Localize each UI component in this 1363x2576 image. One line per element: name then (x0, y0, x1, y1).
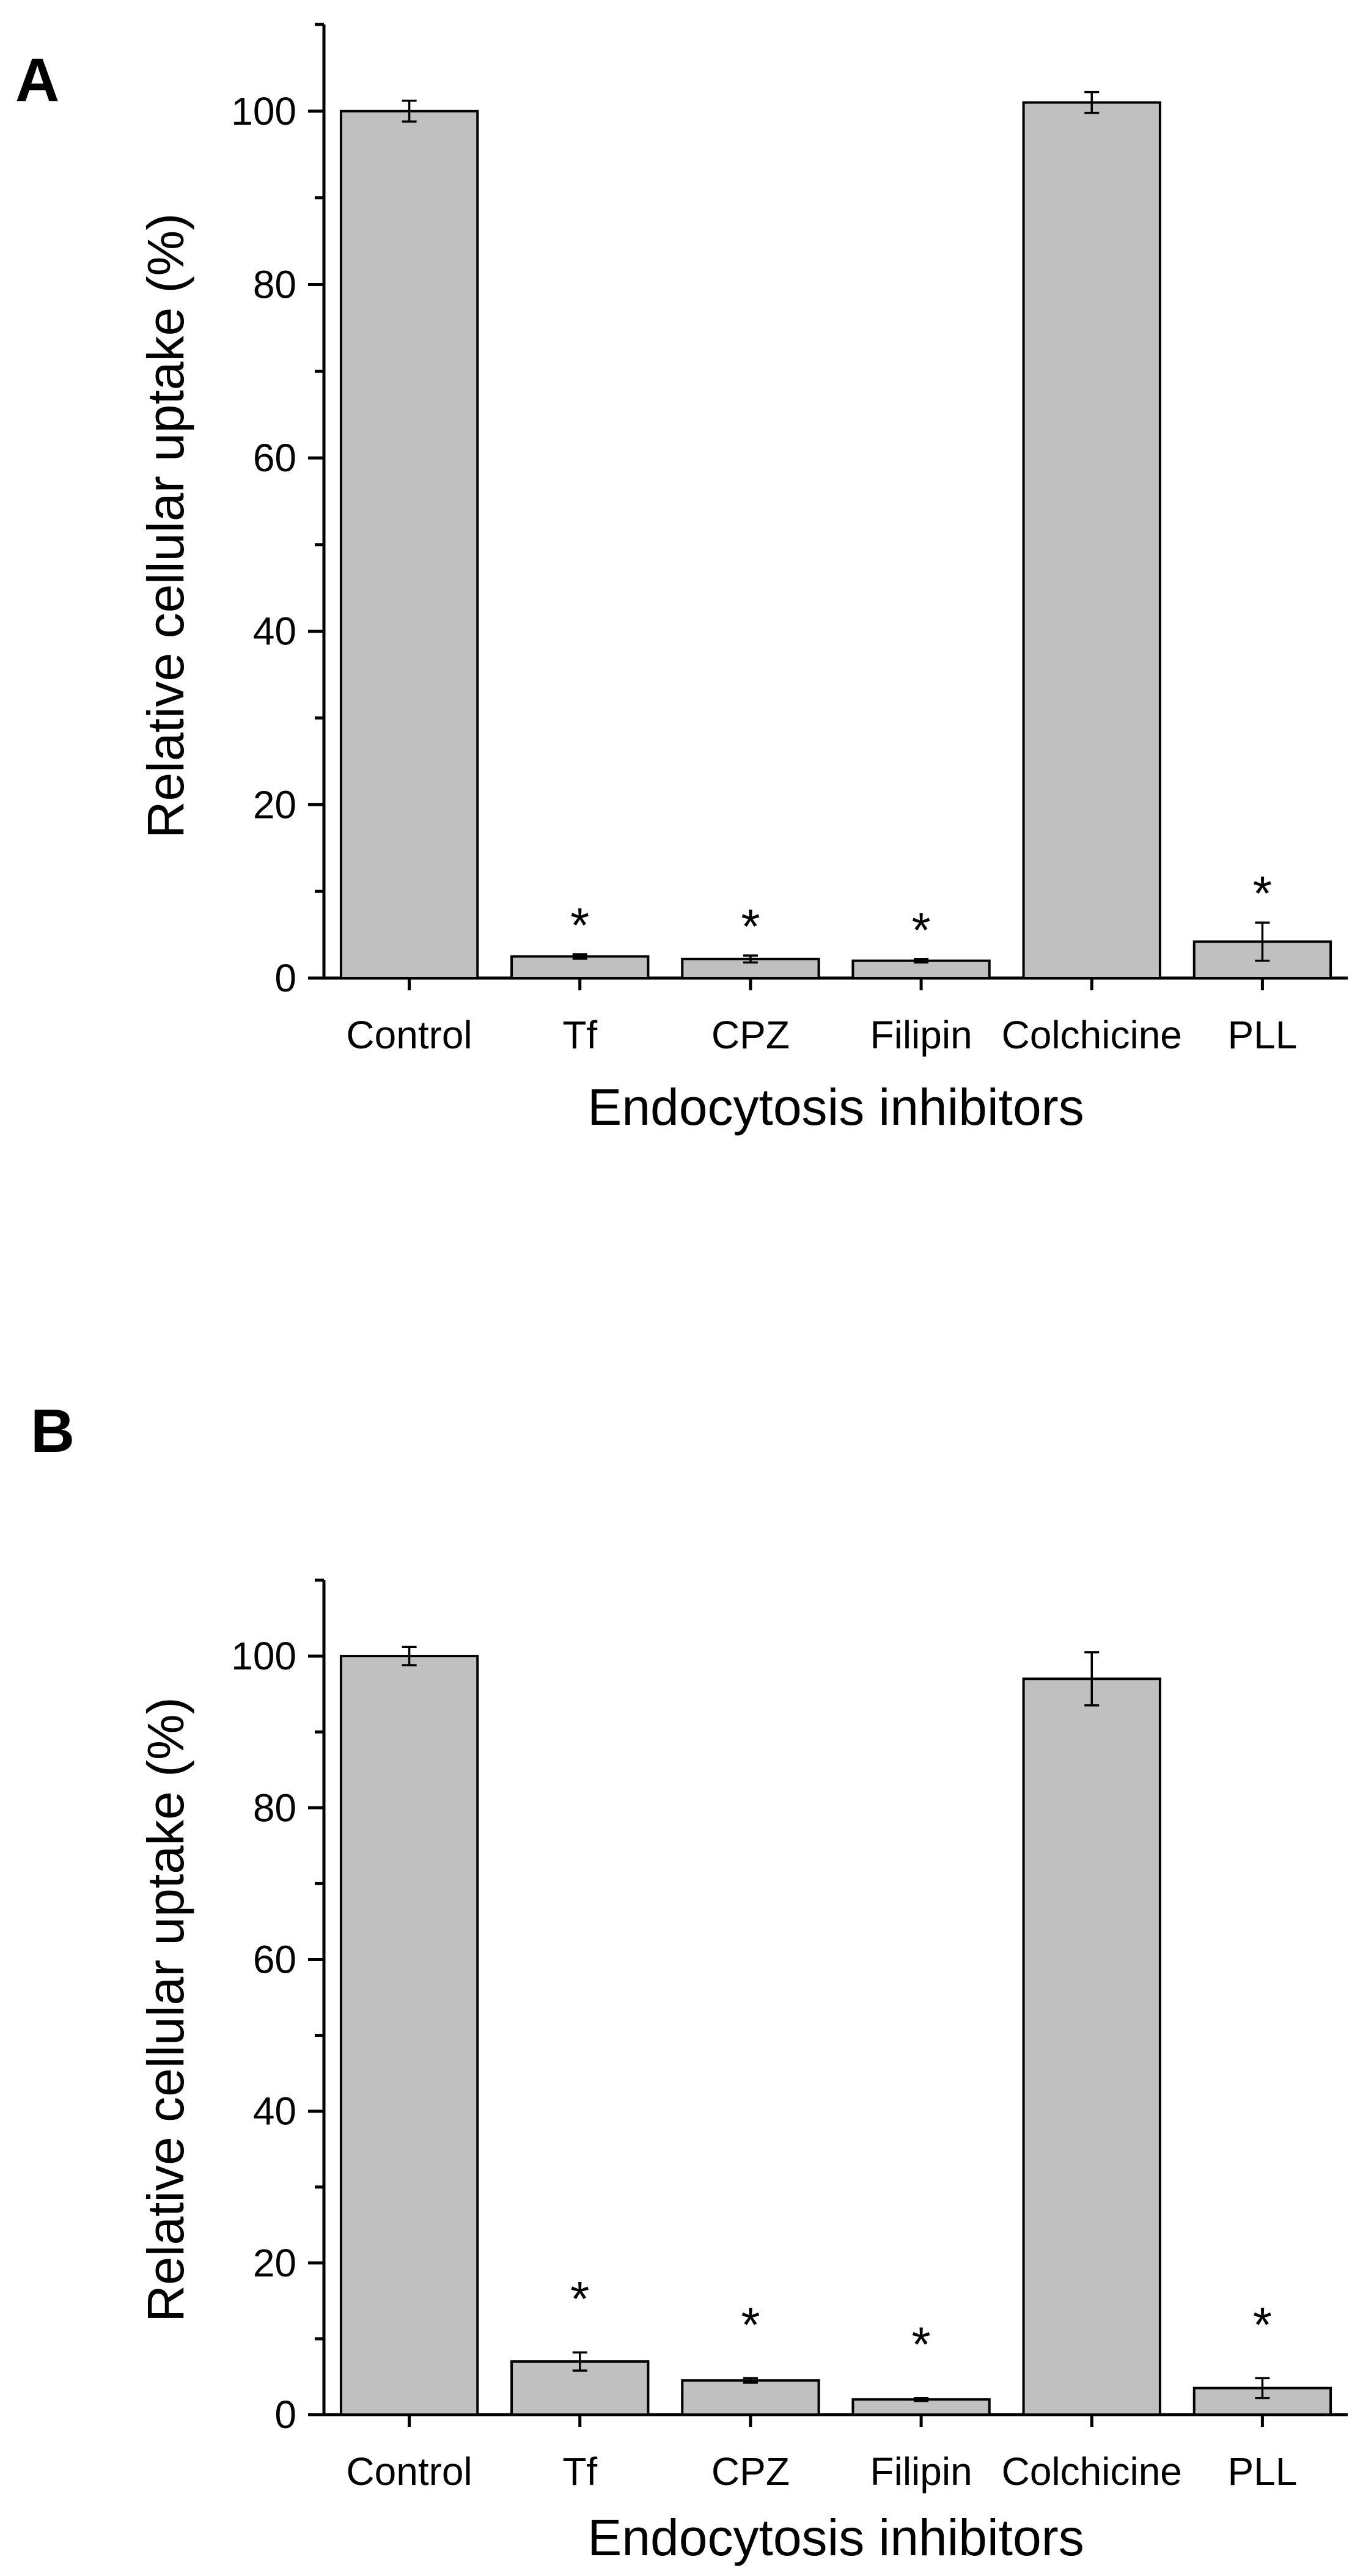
significance-star: * (1253, 866, 1272, 921)
x-tick-label: Control (346, 2449, 472, 2493)
panel-label: A (15, 46, 59, 114)
x-tick-label: Control (346, 1013, 472, 1057)
x-axis-title: Endocytosis inhibitors (587, 1078, 1084, 1136)
y-tick-label: 20 (253, 782, 296, 826)
bar-control (339, 109, 479, 979)
bar-cpz (681, 2379, 820, 2416)
y-tick-label: 60 (253, 436, 296, 480)
x-axis-title: Endocytosis inhibitors (587, 2509, 1084, 2566)
significance-star: * (570, 2272, 589, 2326)
panel-label: B (31, 1397, 75, 1465)
y-tick-label: 80 (253, 262, 296, 306)
x-tick-label: Tf (562, 2449, 597, 2493)
bar-tf (510, 955, 650, 979)
x-tick-label: PLL (1227, 1013, 1297, 1057)
significance-star: * (570, 898, 589, 952)
x-tick-label: Filipin (870, 2449, 972, 2493)
y-tick-label: 40 (253, 2089, 296, 2133)
y-tick-label: 20 (253, 2241, 296, 2285)
x-tick-label: Colchicine (1002, 2449, 1182, 2493)
bar-colchicine (1022, 101, 1161, 980)
y-tick-label: 100 (231, 1634, 296, 1678)
y-tick-label: 40 (253, 609, 296, 653)
significance-star: * (912, 903, 931, 957)
x-tick-label: CPZ (711, 2449, 790, 2493)
bar-filipin (851, 959, 991, 979)
y-axis-title: Relative cellular uptake (%) (137, 1697, 194, 2322)
x-tick-label: Colchicine (1002, 1013, 1182, 1057)
significance-star: * (741, 2297, 760, 2352)
x-tick-label: Filipin (870, 1013, 972, 1057)
y-tick-label: 80 (253, 1786, 296, 1830)
chart-panel-a: A 0 20 40 60 80 100 Control Tf * CPZ * Filipin * Colch… (15, 23, 1348, 1136)
x-tick-label: Tf (562, 1013, 597, 1057)
significance-star: * (1253, 2297, 1272, 2352)
significance-star: * (741, 899, 760, 954)
y-tick-label: 0 (274, 956, 296, 1000)
chart-panel-b: B 0 20 40 60 80 100 Control Tf * CPZ * Filipin * Colch… (31, 1397, 1348, 2566)
y-tick-label: 60 (253, 1937, 296, 1981)
bar-control (339, 1655, 479, 2416)
bar-colchicine (1022, 1677, 1161, 2416)
y-tick-label: 0 (274, 2393, 296, 2437)
x-tick-label: PLL (1227, 2449, 1297, 2493)
x-tick-label: CPZ (711, 1013, 790, 1057)
y-tick-label: 100 (231, 89, 296, 133)
y-axis-title: Relative cellular uptake (%) (137, 213, 194, 838)
significance-star: * (912, 2317, 931, 2372)
